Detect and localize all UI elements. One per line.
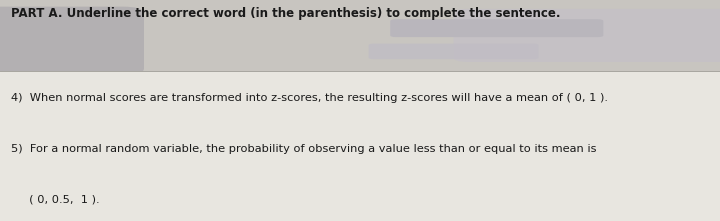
Bar xyxy=(0,0,720,71)
Text: ( 0, 0.5,  1 ).: ( 0, 0.5, 1 ). xyxy=(11,194,99,204)
Text: PART A. Underline the correct word (in the parenthesis) to complete the sentence: PART A. Underline the correct word (in t… xyxy=(11,7,560,20)
FancyBboxPatch shape xyxy=(0,7,144,75)
Text: 4)  When normal scores are transformed into z-scores, the resulting z-scores wil: 4) When normal scores are transformed in… xyxy=(11,93,608,103)
FancyBboxPatch shape xyxy=(390,19,603,37)
FancyBboxPatch shape xyxy=(454,9,720,62)
Bar xyxy=(0,71,720,221)
Text: 5)  For a normal random variable, the probability of observing a value less than: 5) For a normal random variable, the pro… xyxy=(11,144,596,154)
FancyBboxPatch shape xyxy=(369,44,539,59)
